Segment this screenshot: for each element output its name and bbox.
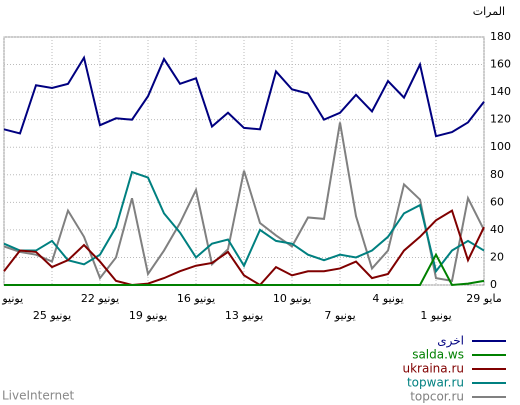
x-tick-label: 1 يونيو [420,309,451,322]
y-tick-label: 180 [490,30,511,43]
x-tick-label: 29 مايو [466,292,502,305]
legend-label: اخرى [437,334,464,349]
x-tick-label: 4 يونيو [372,292,403,305]
y-tick-label: 60 [490,195,504,208]
y-tick-label: 120 [490,113,511,126]
y-tick-label: 0 [490,278,497,291]
x-tick-label: 13 يونيو [225,309,263,322]
y-tick-label: 160 [490,58,511,71]
legend-label: topcor.ru [410,390,464,404]
legend-label: topwar.ru [407,376,464,390]
x-tick-label: 10 يونيو [273,292,311,305]
series-line [3,122,485,283]
x-tick-label: 7 يونيو [324,309,355,322]
y-tick-label: 20 [490,250,504,263]
y-tick-label: 80 [490,168,504,181]
x-tick-label: 22 يونيو [81,292,119,305]
chart-title: المرات [473,5,505,18]
series-line [3,170,485,274]
x-tick-label: 19 يونيو [129,309,167,322]
series-line [3,209,485,287]
legend-label: salda.ws [412,348,464,362]
legend-label: ukraina.ru [403,362,465,376]
x-tick-label: 16 يونيو [177,292,215,305]
series-line [3,55,485,138]
y-tick-label: 100 [490,140,511,153]
y-tick-label: 140 [490,85,511,98]
y-tick-label: 40 [490,223,504,236]
x-tick-label: 28 يونيو [0,292,23,305]
series-line [4,252,485,287]
footer: LiveInternet [2,389,74,403]
x-tick-label: 25 يونيو [33,309,71,322]
